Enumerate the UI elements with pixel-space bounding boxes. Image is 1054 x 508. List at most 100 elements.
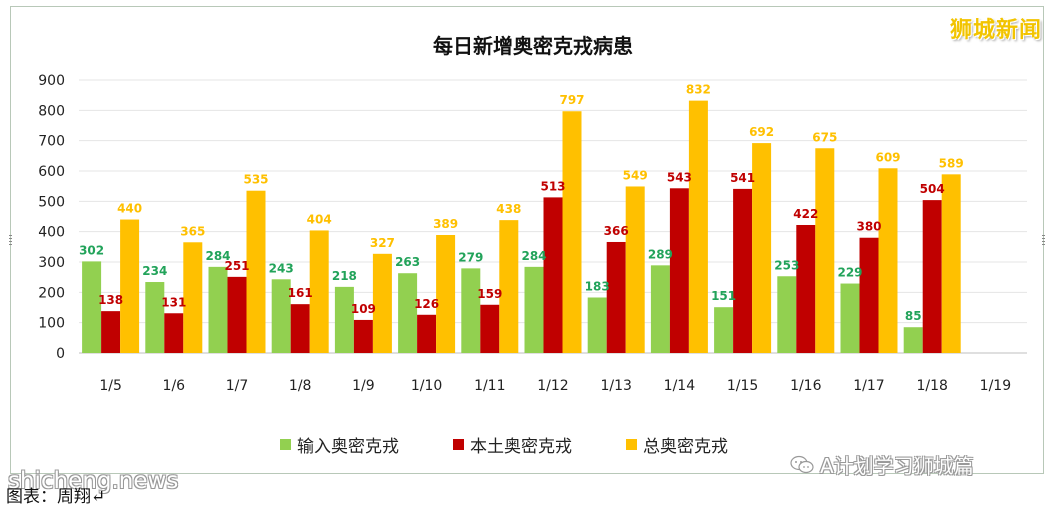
bar [922,200,942,353]
bar [733,188,753,353]
x-tick-label: 1/7 [226,378,249,394]
bar [145,282,165,353]
data-label: 327 [370,236,395,250]
bar [859,237,879,353]
x-tick-label: 1/16 [790,378,822,394]
data-label: 109 [351,302,376,316]
bar [524,266,544,353]
bar [271,279,291,353]
bar [499,220,519,353]
x-tick-label: 1/19 [980,378,1011,394]
bar [82,261,102,353]
y-tick-label: 100 [38,316,65,332]
figure-caption: 图表：周翔↵ [6,487,106,507]
bar [796,224,816,353]
x-tick-label: 1/10 [411,378,442,394]
y-tick-label: 600 [38,164,65,180]
data-label: 549 [623,168,648,182]
bar [309,230,329,353]
bar [227,276,247,353]
data-label: 289 [648,247,673,261]
data-label: 504 [920,182,945,196]
bar [208,266,228,353]
bar [840,283,860,353]
y-tick-label: 800 [38,103,65,119]
bar [436,235,456,353]
y-tick-label: 300 [38,255,65,271]
data-label: 366 [604,224,629,238]
x-tick-label: 1/6 [163,378,186,394]
data-label: 85 [905,309,922,323]
data-label: 251 [224,259,249,273]
data-label: 438 [496,202,521,216]
bar [815,148,835,353]
y-tick-label: 900 [38,73,65,89]
bar [398,273,418,353]
legend-swatch-imported [280,439,291,450]
bar [543,197,563,353]
data-label: 161 [288,286,313,300]
bar [903,327,923,353]
legend-item-local: 本土奥密克戎 [453,432,572,457]
bar [625,186,645,353]
data-label: 832 [686,83,711,97]
data-label: 126 [414,297,439,311]
x-tick-label: 1/5 [99,378,122,394]
data-label: 543 [667,170,692,184]
data-labels: 3021384402341313652842515352431614042181… [79,83,964,324]
bar [606,241,626,353]
bar [372,253,392,353]
data-label: 263 [395,255,420,269]
bar [183,242,203,353]
wechat-icon [790,455,814,473]
x-tick-label: 1/12 [537,378,568,394]
x-tick-label: 1/13 [600,378,631,394]
data-label: 535 [243,173,268,187]
data-label: 279 [458,250,483,264]
bars [82,100,961,353]
bar [417,314,437,353]
data-label: 234 [142,264,167,278]
data-label: 243 [269,261,294,275]
bar [777,276,797,353]
legend-label-total: 总奥密克戎 [643,437,728,457]
bar [878,168,898,353]
legend-swatch-local [453,439,464,450]
legend-item-total: 总奥密克戎 [626,432,728,457]
resize-handle-right[interactable] [1042,235,1045,247]
bar [714,307,734,353]
data-label: 797 [559,93,584,107]
data-label: 159 [477,287,502,301]
legend-label-local: 本土奥密克戎 [470,437,572,457]
x-tick-label: 1/15 [727,378,758,394]
bar [752,143,772,353]
data-label: 404 [307,212,332,226]
chart-legend: 输入奥密克戎 本土奥密克戎 总奥密克戎 [280,432,728,457]
data-label: 422 [793,207,818,221]
data-label: 365 [180,224,205,238]
bar [334,286,354,353]
bar [480,304,500,353]
watermark-logo: 狮城新闻 [949,18,1042,43]
resize-handle-left[interactable] [9,235,12,247]
data-label: 284 [205,249,230,263]
data-label: 253 [774,258,799,272]
legend-label-imported: 输入奥密克戎 [297,437,399,457]
bar [461,268,481,353]
x-tick-label: 1/17 [853,378,884,394]
bar [290,304,310,353]
bar-chart: 每日新增奥密克戎病患 0 100 200 300 400 500 600 700 800 900 1… [38,34,1027,394]
data-label: 609 [875,150,900,164]
bar [246,190,266,353]
x-tick-label: 1/14 [664,378,696,394]
wechat-account-mark: A计划学习狮城篇 [790,450,974,479]
data-label: 675 [812,130,837,144]
legend-item-imported: 输入奥密克戎 [280,432,399,457]
data-label: 380 [856,220,881,234]
data-label: 183 [585,279,610,293]
bar [650,265,670,353]
y-tick-label: 400 [38,225,65,241]
data-label: 541 [730,171,755,185]
bar [353,319,373,353]
bar [669,188,689,353]
